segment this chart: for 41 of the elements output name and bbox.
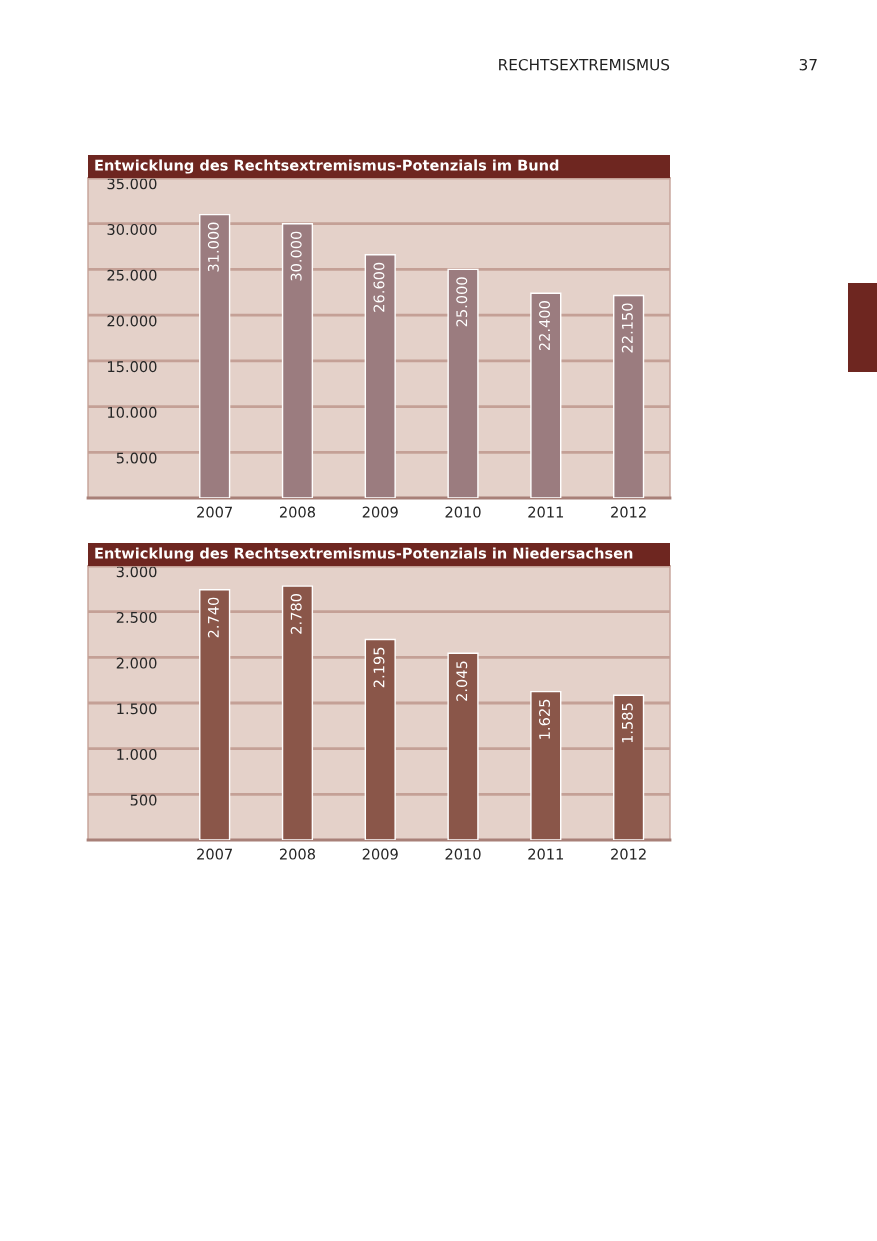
x-tick-label: 2011 (528, 506, 564, 518)
chart-title: Entwicklung des Rechtsextremismus-Potenzials im Bund (95, 159, 559, 174)
data-label: 22.400 (539, 301, 551, 351)
x-tick-label: 2010 (445, 848, 481, 860)
x-tick-label: 2007 (197, 848, 232, 860)
y-tick-label: 15.000 (108, 361, 157, 373)
x-tick-label: 2009 (362, 848, 398, 860)
x-tick-label: 2008 (279, 506, 316, 518)
chart-title: Entwicklung des Rechtsextremismus-Potenzials in Niedersachsen (95, 547, 633, 562)
y-tick-label: 2.000 (116, 657, 157, 669)
y-tick-label: 30.000 (107, 223, 157, 235)
data-label: 1.625 (539, 699, 551, 739)
y-tick-label: 20.000 (107, 315, 157, 327)
y-tick-label: 25.000 (107, 269, 157, 281)
data-label: 31.000 (207, 222, 219, 272)
x-tick-label: 2011 (528, 848, 564, 860)
x-tick-label: 2010 (445, 506, 481, 518)
data-label: 22.150 (621, 303, 633, 353)
y-tick-label: 10.000 (108, 406, 157, 418)
x-tick-label: 2008 (279, 848, 316, 860)
y-tick-label: 3.000 (116, 566, 157, 578)
data-label: 25.000 (456, 277, 468, 327)
x-tick-label: 2012 (611, 506, 646, 518)
y-tick-label: 35.000 (107, 178, 157, 190)
y-tick-label: 1.500 (117, 703, 157, 715)
x-tick-label: 2007 (197, 506, 232, 518)
y-tick-label: 5.000 (116, 452, 157, 464)
y-tick-label: 500 (130, 794, 157, 806)
data-label: 2.195 (373, 647, 385, 688)
data-label: 2.740 (207, 597, 219, 638)
y-tick-label: 2.500 (116, 611, 157, 623)
data-label: 2.780 (290, 594, 302, 634)
y-tick-label: 1.000 (117, 748, 157, 760)
data-label: 26.600 (373, 262, 385, 312)
data-label: 1.585 (621, 703, 633, 743)
data-label: 2.045 (456, 661, 468, 701)
x-tick-label: 2009 (362, 506, 398, 518)
text: RECHTSEXTREMISMUS (499, 58, 670, 71)
data-label: 30.000 (290, 231, 302, 281)
x-tick-label: 2012 (611, 848, 646, 860)
text: 37 (799, 58, 817, 71)
